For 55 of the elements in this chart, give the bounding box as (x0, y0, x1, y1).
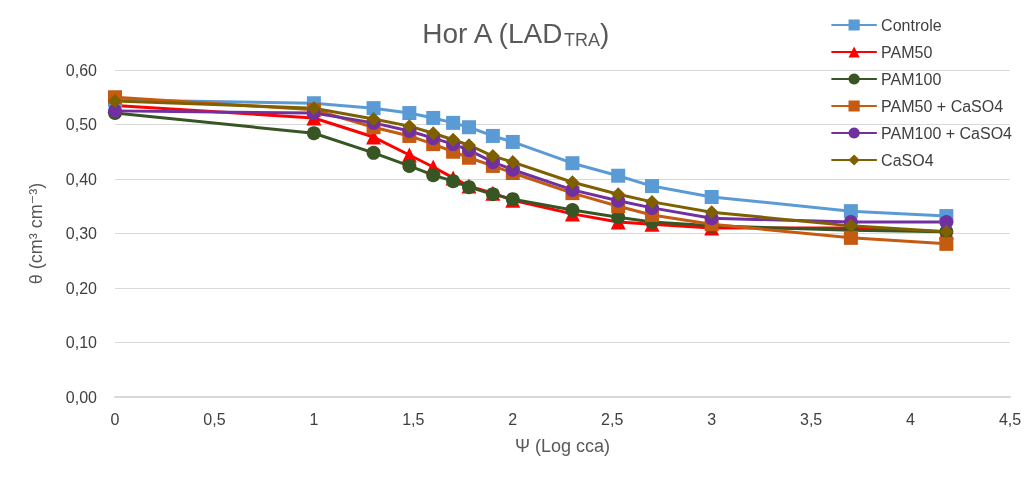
point (426, 110, 441, 125)
x-tick-label: 0,5 (203, 410, 226, 428)
legend-label: PAM100 (881, 70, 942, 88)
y-tick-label: 0,10 (65, 334, 98, 351)
point (402, 158, 417, 173)
point (939, 215, 954, 230)
point (485, 149, 500, 164)
x-tick-label: 1 (309, 410, 319, 428)
x-tick-label: 0 (110, 410, 120, 428)
x-tick-label: 4 (906, 410, 916, 428)
x-tick-label: 2 (508, 410, 518, 428)
point (939, 236, 954, 251)
point (446, 132, 461, 147)
point (611, 187, 626, 202)
point (505, 134, 520, 149)
x-axis-title: Ψ (Log cca) (514, 436, 611, 456)
point (402, 106, 417, 121)
y-tick-label: 0,20 (65, 279, 98, 297)
y-axis-title: θ (cm³ cm⁻³) (26, 182, 46, 285)
legend-label: PAM100 + CaSO4 (881, 124, 1013, 142)
y-tick-label: 0,50 (65, 116, 98, 133)
point (704, 205, 719, 220)
point (446, 115, 461, 130)
y-tick-label: 0,00 (65, 388, 98, 406)
point (306, 126, 321, 141)
y-tick-label: 0,40 (65, 170, 98, 188)
x-tick-label: 3 (707, 410, 717, 428)
point (611, 168, 626, 183)
point (366, 145, 381, 160)
y-tick-label: 0,30 (65, 225, 98, 242)
x-tick-label: 4,5 (998, 410, 1022, 428)
point (505, 155, 520, 170)
point (446, 174, 461, 189)
point (462, 138, 477, 153)
point (426, 168, 441, 183)
point (462, 120, 477, 135)
x-tick-label: 3,5 (799, 410, 823, 428)
legend-label: CaSO4 (881, 151, 934, 169)
point (402, 119, 417, 134)
legend-label: PAM50 + CaSO4 (881, 97, 1004, 115)
legend-label: PAM50 (881, 43, 933, 61)
point (704, 189, 719, 204)
point (565, 203, 580, 218)
legend-label: Controle (881, 16, 942, 34)
point (565, 175, 580, 190)
point (645, 194, 659, 209)
point (426, 126, 441, 141)
x-tick-label: 2,5 (601, 410, 624, 428)
point (485, 128, 500, 143)
point (645, 179, 659, 194)
point (565, 156, 580, 171)
x-tick-label: 1,5 (402, 410, 425, 428)
point (843, 230, 858, 245)
point (366, 101, 381, 116)
y-tick-label: 0,60 (65, 61, 98, 79)
